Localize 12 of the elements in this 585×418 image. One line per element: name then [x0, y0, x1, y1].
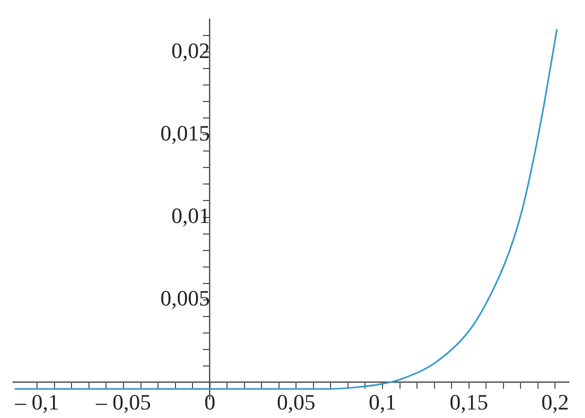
- x-tick-label: – 0,1: [14, 389, 60, 414]
- x-tick-label: 0,05: [276, 389, 316, 414]
- y-tick-label: 0,015: [160, 120, 210, 146]
- y-tick-label: 0,01: [171, 203, 210, 228]
- x-tick-label: 0,2: [541, 389, 569, 414]
- x-tick-label: 0,15: [450, 389, 488, 414]
- line-series: [14, 28, 558, 390]
- x-tick-label: – 0,05: [95, 389, 152, 414]
- x-tick-label: 0: [204, 389, 216, 414]
- y-tick-label: 0,005: [160, 286, 210, 311]
- y-tick-label: 0,02: [171, 38, 210, 63]
- x-tick-label: 0,1: [368, 389, 396, 414]
